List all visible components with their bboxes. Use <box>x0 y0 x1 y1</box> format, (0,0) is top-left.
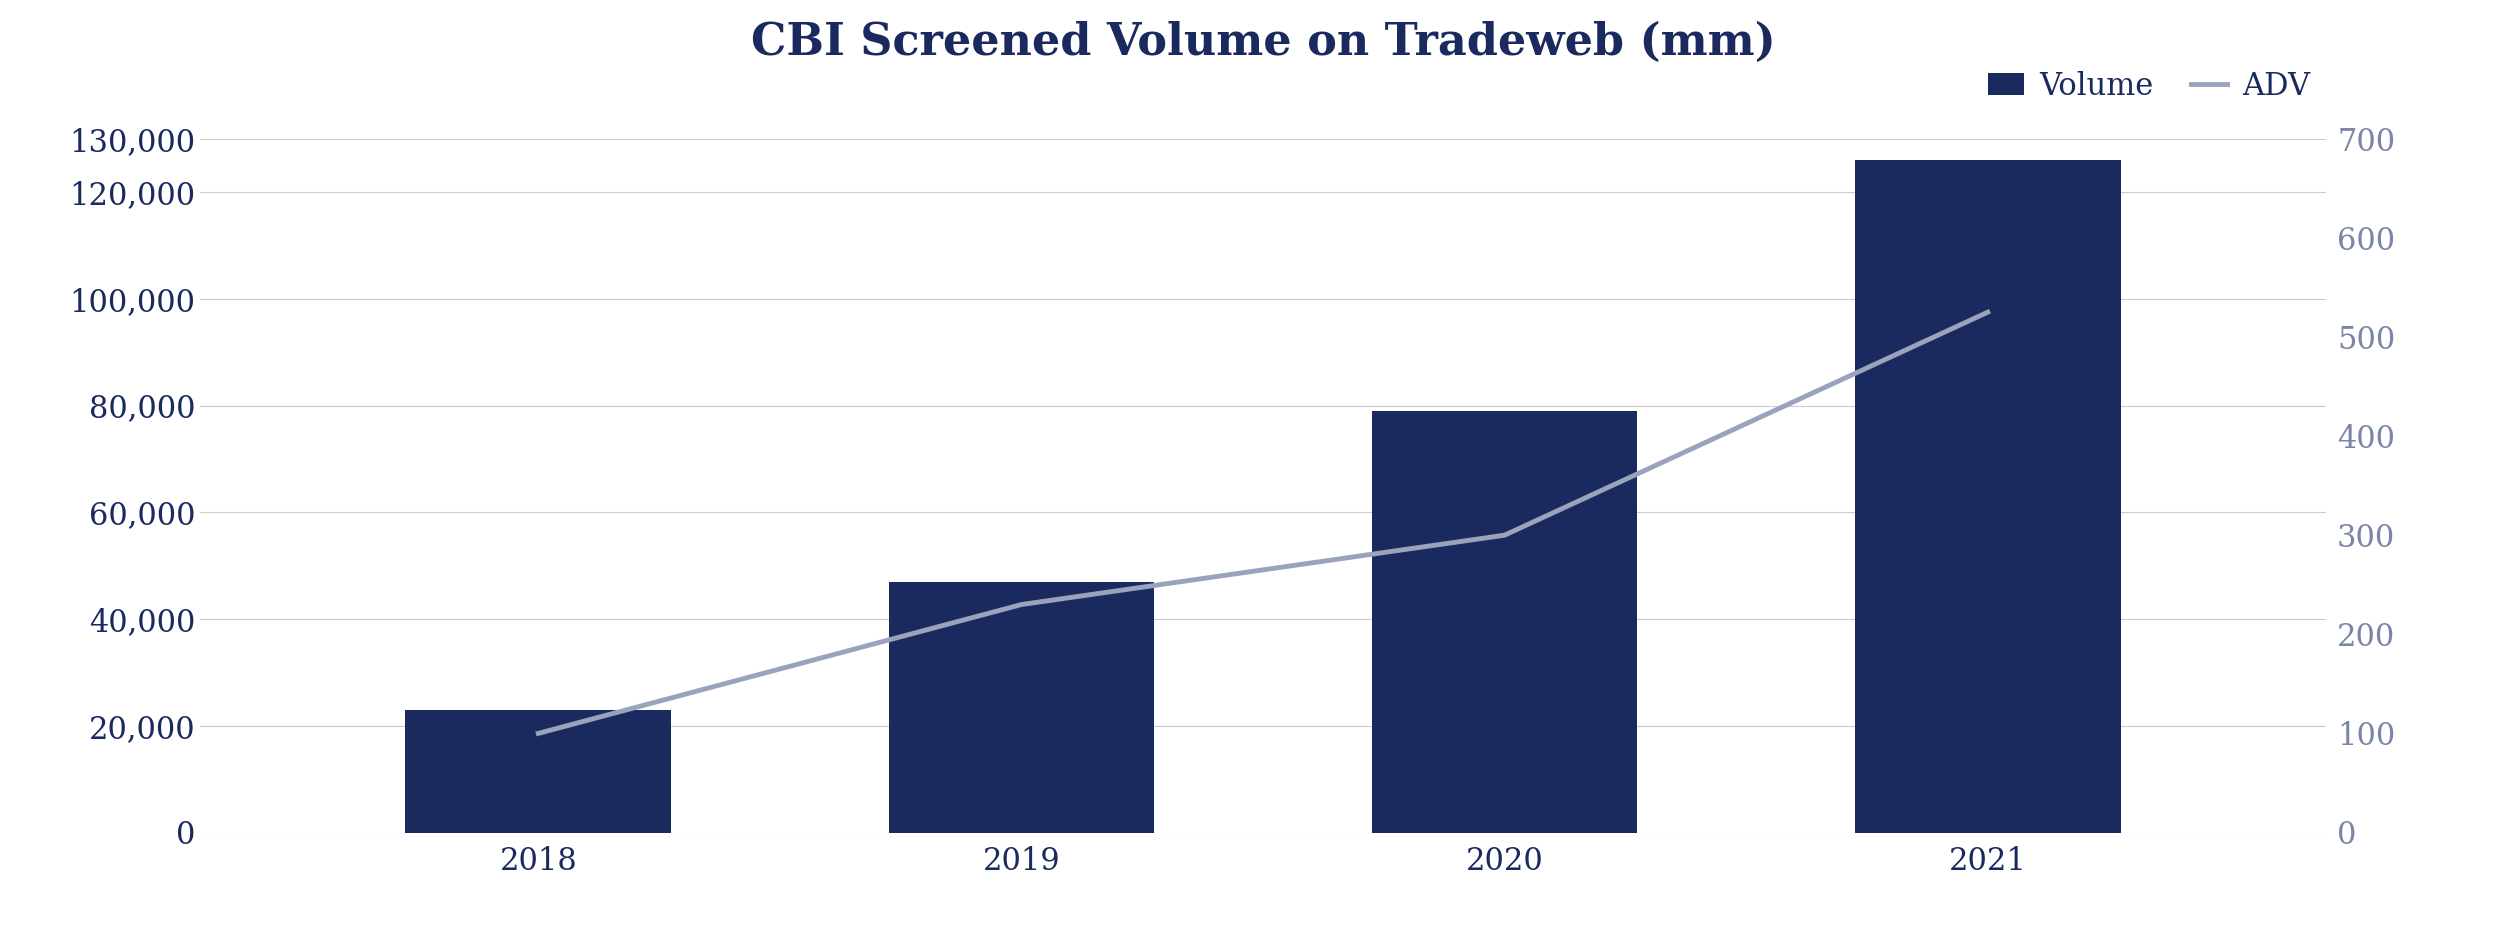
Bar <box>1856 160 2121 833</box>
Bar <box>1371 411 1638 832</box>
Legend: Volume, ADV: Volume, ADV <box>1988 71 2311 102</box>
Bar <box>888 582 1155 832</box>
Title: CBI Screened Volume on Tradeweb (mm): CBI Screened Volume on Tradeweb (mm) <box>750 21 1776 65</box>
Bar <box>405 709 670 832</box>
